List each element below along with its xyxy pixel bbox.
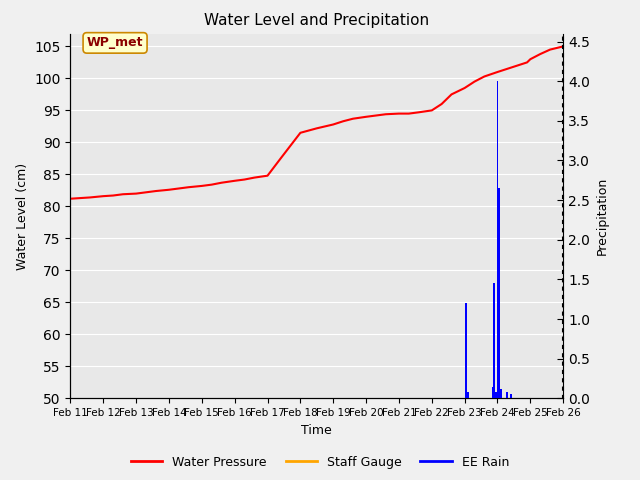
Bar: [492, 386, 493, 398]
Bar: [467, 392, 469, 398]
Bar: [493, 283, 495, 398]
Bar: [500, 389, 502, 398]
Bar: [498, 188, 500, 398]
Y-axis label: Water Level (cm): Water Level (cm): [16, 162, 29, 270]
Bar: [506, 392, 508, 398]
Y-axis label: Precipitation: Precipitation: [596, 177, 609, 255]
X-axis label: Time: Time: [301, 424, 332, 437]
Legend: Water Pressure, Staff Gauge, EE Rain: Water Pressure, Staff Gauge, EE Rain: [126, 451, 514, 474]
Text: WP_met: WP_met: [87, 36, 143, 49]
Bar: [509, 395, 511, 398]
Bar: [497, 81, 499, 398]
Title: Water Level and Precipitation: Water Level and Precipitation: [204, 13, 429, 28]
Bar: [465, 303, 467, 398]
Bar: [495, 392, 497, 398]
